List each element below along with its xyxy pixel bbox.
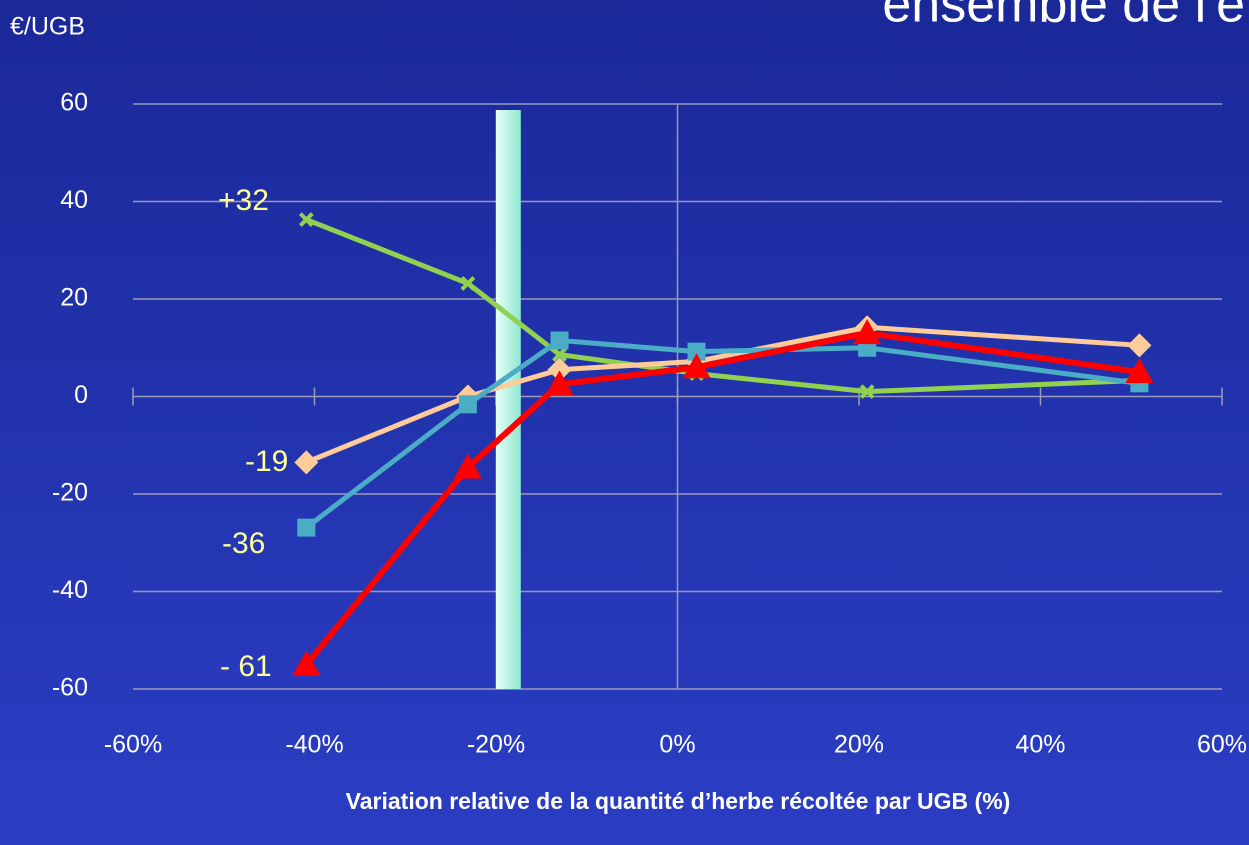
y-tick-label: 60	[60, 89, 88, 117]
x-tick-label: 20%	[834, 731, 884, 759]
x-tick-label: -60%	[104, 731, 162, 759]
x-axis-label: Variation relative de la quantité d’herb…	[346, 788, 1011, 814]
point	[552, 347, 567, 362]
point	[545, 370, 574, 396]
chart-title: ensemble de l'e	[882, 0, 1245, 34]
point	[687, 342, 706, 361]
y-tick-label: -60	[52, 674, 88, 702]
point	[460, 275, 476, 291]
x-tick-label: 40%	[1015, 731, 1065, 759]
point	[298, 212, 314, 227]
x-tick-label: -40%	[285, 731, 343, 759]
x-tick-label: -20%	[467, 731, 525, 759]
y-axis-label: €/UGB	[10, 13, 85, 41]
point	[458, 395, 477, 414]
annotation: - 61	[220, 650, 272, 683]
y-tick-label: 40	[60, 186, 88, 214]
point	[1127, 333, 1152, 358]
point	[453, 453, 482, 479]
series-line	[305, 324, 1140, 465]
annotation: -19	[245, 445, 288, 478]
point	[859, 384, 875, 400]
point	[292, 650, 321, 676]
reference-bar	[495, 110, 521, 689]
y-tick-label: 20	[60, 284, 88, 312]
point	[297, 518, 316, 537]
y-tick-label: -20	[52, 479, 88, 507]
x-tick-label: 0%	[659, 731, 695, 759]
point	[294, 450, 319, 475]
point	[853, 319, 882, 345]
y-tick-label: -40	[52, 576, 88, 604]
series-line	[304, 330, 1140, 667]
series-line	[304, 337, 1140, 530]
annotation: +32	[218, 184, 269, 217]
point	[550, 331, 569, 350]
x-tick-label: 60%	[1197, 731, 1247, 759]
point	[547, 357, 572, 382]
point	[1125, 358, 1154, 384]
point	[682, 353, 711, 379]
y-tick-label: 0	[74, 381, 88, 409]
annotation: -36	[222, 527, 265, 560]
